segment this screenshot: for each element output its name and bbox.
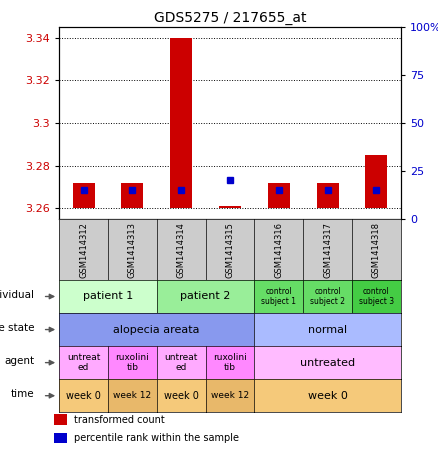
Bar (54, 434, 67, 443)
Text: control
subject 1: control subject 1 (261, 287, 296, 306)
Text: patient 2: patient 2 (180, 291, 231, 302)
Title: GDS5275 / 217655_at: GDS5275 / 217655_at (154, 11, 306, 25)
Text: normal: normal (308, 324, 347, 335)
Text: transformed count: transformed count (74, 414, 164, 424)
Text: week 12: week 12 (211, 391, 249, 400)
Text: ruxolini
tib: ruxolini tib (213, 353, 247, 372)
Bar (219, 206, 241, 208)
Bar (317, 183, 339, 208)
Text: ruxolini
tib: ruxolini tib (116, 353, 149, 372)
Text: week 0: week 0 (164, 390, 198, 401)
Text: control
subject 3: control subject 3 (359, 287, 394, 306)
Text: week 0: week 0 (307, 390, 347, 401)
Text: individual: individual (0, 290, 34, 300)
Bar (268, 183, 290, 208)
Text: untreated: untreated (300, 357, 355, 368)
Bar (121, 183, 143, 208)
Text: GSM1414316: GSM1414316 (274, 222, 283, 278)
Bar (365, 155, 387, 208)
Text: GSM1414312: GSM1414312 (79, 222, 88, 278)
Text: GSM1414317: GSM1414317 (323, 222, 332, 278)
Text: agent: agent (4, 356, 34, 366)
Text: time: time (11, 389, 34, 399)
Text: untreat
ed: untreat ed (67, 353, 100, 372)
Text: week 12: week 12 (113, 391, 152, 400)
Text: untreat
ed: untreat ed (164, 353, 198, 372)
Bar (170, 38, 192, 208)
Text: patient 1: patient 1 (83, 291, 133, 302)
Text: control
subject 2: control subject 2 (310, 287, 345, 306)
Text: GSM1414313: GSM1414313 (128, 222, 137, 278)
Bar (73, 183, 95, 208)
Text: alopecia areata: alopecia areata (113, 324, 200, 335)
Text: week 0: week 0 (66, 390, 101, 401)
Text: disease state: disease state (0, 323, 34, 333)
Text: GSM1414315: GSM1414315 (226, 222, 234, 278)
Bar (54, 414, 67, 424)
Text: GSM1414314: GSM1414314 (177, 222, 186, 278)
Text: GSM1414318: GSM1414318 (372, 222, 381, 278)
Text: percentile rank within the sample: percentile rank within the sample (74, 434, 239, 443)
